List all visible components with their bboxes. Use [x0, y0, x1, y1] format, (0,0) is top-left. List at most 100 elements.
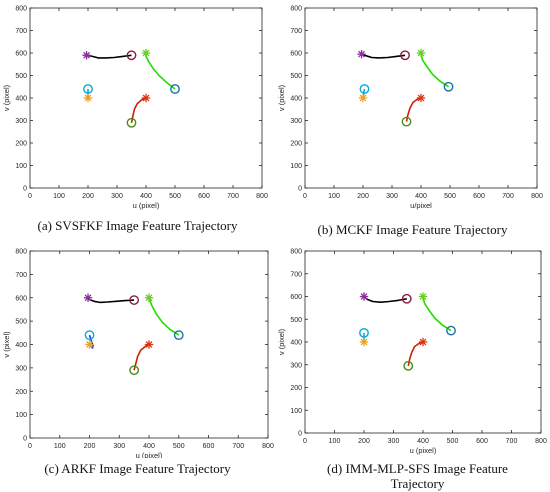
- start-point-marker-0: [401, 293, 412, 304]
- end-point-marker-3: [358, 93, 368, 103]
- trajectory-line-1: [422, 296, 452, 332]
- end-point-marker-2: [141, 93, 151, 103]
- x-tick-label: 700: [227, 193, 239, 200]
- end-point-marker-1: [141, 48, 151, 58]
- end-point-marker-stroke: [358, 50, 365, 58]
- caption-d: (d) IMM-MLP-SFS Image Feature Trajectory: [327, 461, 508, 491]
- x-tick-label: 0: [303, 438, 307, 445]
- y-tick-label: 800: [290, 6, 302, 13]
- caption-c: (c) ARKF Image Feature Trajectory: [44, 461, 231, 476]
- x-tick-label: 700: [506, 438, 518, 445]
- end-point-marker-stroke: [359, 94, 367, 102]
- end-point-marker-stroke: [419, 293, 427, 300]
- end-point-marker-1: [418, 292, 428, 301]
- end-point-marker-2: [416, 93, 426, 103]
- x-axis-label: u (pixel): [133, 201, 160, 210]
- x-tick-label: 300: [113, 443, 125, 450]
- end-point-marker-1: [416, 48, 426, 58]
- y-tick-label: 0: [23, 436, 27, 443]
- x-tick-label: 600: [198, 193, 210, 200]
- end-point-marker-stroke: [142, 49, 150, 57]
- y-tick-label: 700: [15, 28, 27, 35]
- y-tick-label: 200: [290, 385, 302, 392]
- chart-d-svg: 0 100 200 300 400 500 600 700 800 0 100 200 300 400 50…: [277, 249, 547, 456]
- end-point-marker-3: [83, 93, 93, 103]
- start-point-marker-2: [403, 360, 414, 371]
- y-tick-label: 600: [290, 51, 302, 58]
- x-tick-label: 800: [256, 193, 268, 200]
- end-point-marker-stroke: [360, 293, 368, 300]
- start-point-marker-3: [83, 84, 93, 94]
- x-tick-label: 600: [203, 443, 215, 450]
- x-tick-label: 200: [357, 193, 369, 200]
- y-axis-label: v (pixel): [277, 84, 286, 111]
- x-tick-label: 0: [28, 193, 32, 200]
- chart-a-svg: 0 100 200 300 400 500 600 700 800 0 100 200 300 400 50…: [2, 6, 268, 211]
- end-point-marker-0: [82, 51, 91, 60]
- chart-b-svg: 0 100 200 300 400 500 600 700 800 0 100 200 300 400 50…: [277, 6, 543, 211]
- x-axis-label: u (pixel): [410, 446, 437, 455]
- start-point-marker-1: [443, 81, 454, 92]
- start-point-marker-2: [126, 117, 137, 128]
- start-point-marker-2: [129, 365, 140, 376]
- start-point-marker-3: [359, 328, 369, 338]
- start-point-marker-0: [129, 295, 140, 305]
- end-point-marker-stroke: [360, 338, 368, 346]
- y-tick-label: 300: [290, 362, 302, 369]
- start-point-marker-1: [173, 330, 184, 341]
- x-tick-label: 200: [82, 193, 94, 200]
- y-tick-label: 500: [290, 73, 302, 80]
- trajectory-line-2: [133, 343, 150, 371]
- y-tick-label: 0: [23, 186, 27, 193]
- y-tick-label: 600: [15, 51, 27, 58]
- x-tick-label: 400: [415, 193, 427, 200]
- x-tick-label: 300: [111, 193, 123, 200]
- x-tick-label: 400: [140, 193, 152, 200]
- y-tick-label: 0: [298, 186, 302, 193]
- y-tick-label: 200: [15, 141, 27, 148]
- y-tick-label: 200: [290, 141, 302, 148]
- y-tick-label: 100: [290, 163, 302, 170]
- trajectory-line-2: [130, 97, 147, 123]
- chart-panel-a: 0 100 200 300 400 500 600 700 800 0 100 200 300 400 50…: [0, 0, 275, 240]
- x-tick-label: 500: [173, 443, 185, 450]
- y-tick-label: 500: [15, 73, 27, 80]
- end-point-marker-stroke: [145, 294, 153, 302]
- x-axis-label: u (pixel): [136, 451, 163, 458]
- y-tick-label: 400: [15, 96, 27, 103]
- end-point-marker-stroke: [86, 341, 93, 348]
- x-tick-label: 700: [502, 193, 514, 200]
- y-tick-label: 500: [15, 319, 27, 326]
- start-point-marker-3: [359, 84, 370, 94]
- end-point-marker-stroke: [83, 51, 90, 59]
- y-tick-label: 300: [15, 118, 27, 125]
- y-tick-label: 700: [15, 272, 27, 279]
- y-tick-label: 700: [290, 28, 302, 35]
- y-tick-label: 300: [290, 118, 302, 125]
- y-tick-label: 500: [290, 317, 302, 324]
- end-point-marker-stroke: [145, 341, 153, 348]
- end-point-marker-2: [144, 340, 154, 349]
- x-tick-label: 200: [358, 438, 370, 445]
- start-point-marker-1: [170, 84, 180, 94]
- y-tick-label: 400: [15, 342, 27, 349]
- end-point-marker-stroke: [417, 94, 425, 102]
- chart-panel-d: 0 100 200 300 400 500 600 700 800 0 100 200 300 400 50…: [275, 243, 550, 492]
- start-point-marker-0: [126, 50, 137, 61]
- start-point-marker-2: [401, 116, 412, 127]
- x-tick-label: 500: [447, 438, 459, 445]
- start-point-marker-0: [400, 50, 410, 61]
- x-tick-label: 100: [328, 193, 340, 200]
- y-tick-label: 300: [15, 365, 27, 372]
- x-tick-label: 100: [329, 438, 341, 445]
- x-tick-label: 300: [388, 438, 400, 445]
- y-tick-label: 700: [290, 271, 302, 278]
- x-tick-label: 0: [303, 193, 307, 200]
- trajectory-line-2: [407, 341, 424, 367]
- x-tick-label: 600: [476, 438, 488, 445]
- x-tick-label: 200: [84, 443, 96, 450]
- x-tick-label: 400: [417, 438, 429, 445]
- x-tick-label: 100: [53, 193, 65, 200]
- caption-b: (b) MCKF Image Feature Trajectory: [317, 222, 508, 237]
- end-point-marker-2: [418, 337, 428, 347]
